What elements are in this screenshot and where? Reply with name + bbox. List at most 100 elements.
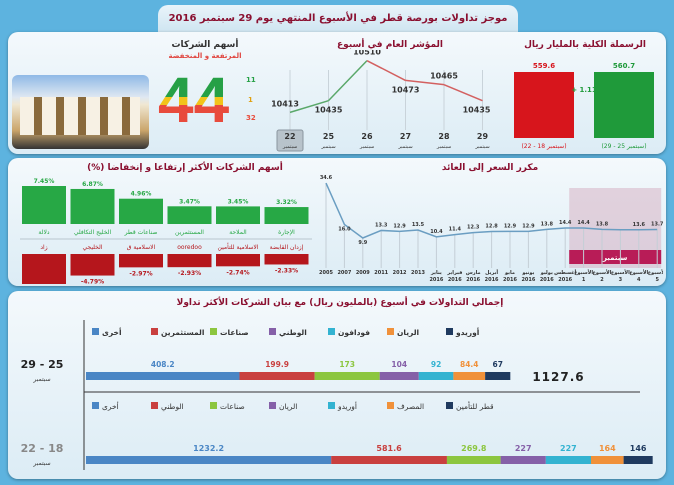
- pe-category-sublabel: 3: [619, 277, 623, 283]
- companies-down: 32: [246, 114, 256, 122]
- market-cap-chart: 559.6 (سبتمبر 18 - 22) 560.7 (سبتمبر 25 - 2…: [514, 62, 654, 150]
- gainer-bar: [119, 198, 163, 224]
- pe-category-label: يناير: [430, 270, 442, 276]
- trading-bar-segment: [86, 372, 240, 380]
- loser-value: -2.97%: [129, 270, 152, 277]
- loser-name: الاسلامية ق: [127, 244, 156, 251]
- trading-segment-value: 1232.2: [193, 444, 224, 453]
- trading-bar-segment: [379, 372, 419, 380]
- movers-pe-panel: [8, 158, 666, 286]
- index-line-segment: [366, 59, 406, 82]
- legend-label: أخرى: [102, 327, 122, 337]
- trading-segment-value: 269.8: [461, 444, 487, 453]
- legend-label: أوريدو: [455, 327, 479, 337]
- legend-label: المستثمرين: [161, 328, 204, 337]
- legend-swatch: [269, 328, 276, 335]
- pe-category-label: الأسبوع: [574, 269, 593, 276]
- legend-swatch: [269, 402, 276, 409]
- market-cap-value: 559.6: [533, 62, 555, 70]
- legend-label: الريان: [397, 328, 419, 337]
- index-value-label: 10465: [430, 72, 458, 81]
- legend-label: قطر للتأمين: [456, 401, 494, 411]
- trading-bar-segment: [500, 456, 546, 464]
- pe-category-label: 2009: [356, 270, 370, 276]
- movers-chart: 7.45% دلالة 6.87% الخليج التكافلي 4.96% صناعا…: [20, 178, 312, 284]
- trading-segment-value: 199.9: [265, 360, 289, 369]
- pe-value-label: 14.4: [559, 220, 572, 226]
- gainer-bar: [70, 188, 115, 224]
- exchange-building-image: [12, 75, 149, 149]
- index-day-label: 25: [323, 132, 335, 141]
- pe-category-label: 2012: [393, 270, 407, 276]
- legend-swatch: [328, 328, 335, 335]
- pe-highlight-label: سبتمبر: [602, 254, 628, 262]
- index-value-label: 10473: [392, 85, 420, 94]
- legend-label: المصرف: [397, 402, 424, 411]
- pe-value-label: 13.3: [375, 222, 388, 228]
- legend-label: الوطني: [279, 328, 307, 337]
- index-line-segment: [289, 99, 329, 114]
- gainer-bar: [167, 206, 212, 224]
- pe-category-label: مارس: [466, 270, 481, 276]
- trading-chart: 29 - 25 سبتمبر 408.2 199.9 173 104 92 84.4 67 112…: [21, 320, 653, 470]
- pe-value-label: 16.0: [338, 226, 351, 232]
- pe-category-label: 2007: [337, 270, 351, 276]
- gainer-name: صناعات قطر: [124, 229, 158, 236]
- legend-label: فودافون: [338, 328, 370, 337]
- pe-category-label: أبريل: [485, 269, 498, 276]
- pe-highlight-band: [569, 250, 662, 264]
- pe-category-sublabel: 2016: [485, 277, 499, 283]
- pe-category-label: 2011: [374, 270, 388, 276]
- trading-bar-segment: [314, 372, 380, 380]
- trading-segment-value: 227: [560, 444, 577, 453]
- trading-segment-value: 84.4: [460, 360, 479, 369]
- pe-category-label: أغسطس: [554, 269, 576, 276]
- trading-title: إجمالي التداولات في أسبوع (بالمليون ريال…: [176, 298, 504, 308]
- trading-segment-value: 67: [493, 360, 503, 369]
- pe-value-label: 13.8: [541, 221, 554, 227]
- index-month-label: سبتمبر: [397, 144, 412, 150]
- market-cap-bar: [594, 72, 654, 138]
- legend-label: أخرى: [102, 401, 119, 411]
- pe-category-label: يونيو: [521, 270, 534, 276]
- market-cap-period: (سبتمبر 18 - 22): [521, 143, 566, 150]
- loser-bar: [119, 254, 163, 268]
- trading-segment-value: 92: [431, 360, 441, 369]
- pe-category-sublabel: 1: [582, 277, 586, 283]
- legend-label: صناعات: [220, 402, 245, 411]
- loser-name: الخليجي: [82, 244, 102, 251]
- pe-value-label: 13.5: [412, 222, 425, 228]
- loser-value: -2.74%: [226, 269, 249, 276]
- pe-value-label: 12.9: [504, 223, 517, 229]
- gainer-value: 3.32%: [276, 199, 297, 206]
- index-value-label: 10510: [353, 50, 381, 57]
- gainer-bar: [264, 207, 309, 224]
- market-cap-value: 560.7: [613, 62, 635, 70]
- pe-value-label: 12.9: [522, 223, 535, 229]
- legend-swatch: [387, 328, 394, 335]
- loser-value: -4.79%: [81, 279, 104, 284]
- index-day-label: 22: [284, 132, 295, 141]
- gainer-name: دلالة: [38, 229, 49, 236]
- pe-category-sublabel: 5: [655, 277, 659, 283]
- legend-label: الريان: [279, 402, 297, 411]
- gainer-value: 6.87%: [82, 181, 103, 188]
- pe-category-label: فبراير: [446, 270, 462, 276]
- trading-bar-segment: [418, 372, 454, 380]
- legend-label: أوريدو: [337, 401, 357, 411]
- pe-value-label: 13.6: [633, 222, 646, 228]
- loser-bar: [264, 254, 309, 265]
- index-day-label: 29: [477, 132, 489, 141]
- index-selected-day: [276, 129, 304, 152]
- legend-swatch: [92, 328, 99, 335]
- trading-bar-segment: [86, 456, 332, 464]
- pe-category-sublabel: 2016: [503, 277, 517, 283]
- market-cap-period: (سبتمبر 25 - 29): [601, 143, 646, 150]
- companies-unchanged: 1: [248, 96, 253, 104]
- gainer-name: الخليج التكافلي: [74, 229, 112, 236]
- pe-category-label: الأسبوع: [593, 269, 612, 276]
- pe-value-label: 12.8: [485, 224, 498, 230]
- index-day-label: 26: [361, 132, 373, 141]
- index-value-label: 10413: [271, 99, 299, 108]
- index-line-segment: [443, 83, 483, 102]
